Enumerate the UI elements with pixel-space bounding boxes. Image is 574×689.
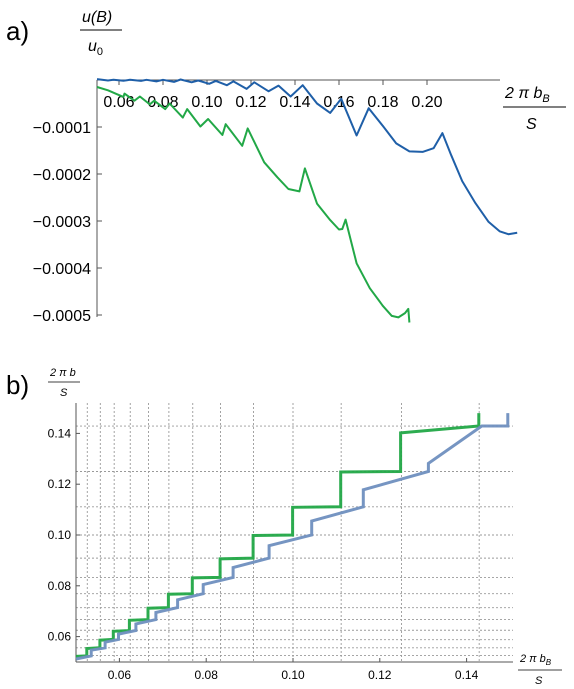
panel-b-x-tick-label: 0.10 <box>281 668 305 682</box>
panel-a-xlabel-numerator: 2 π bB <box>504 85 550 105</box>
panel-b-xlabel-num-text: 2 π b <box>519 653 546 665</box>
panel-a-ylabel-numerator: u(B) <box>82 9 112 26</box>
panel-b-ylabel-denominator: S <box>60 387 68 399</box>
panel-b-axes: 0.06 0.08 0.10 0.12 0.14 0.06 0.08 0.10 0.12 0.14 <box>48 403 513 682</box>
panel-b-y-tick-label: 0.06 <box>48 630 72 644</box>
panel-b-series-line-1 <box>75 413 481 658</box>
panel-b-y-tick-label: 0.12 <box>48 477 72 491</box>
panel-a-axes: 0.06 0.08 0.10 0.12 0.14 0.16 0.18 0.20−0.0001−… <box>33 79 500 325</box>
panel-a-y-tick-label: −0.0001 <box>33 120 91 137</box>
panel-a-y-tick-label: −0.0004 <box>33 261 91 278</box>
panel-a-label: a) <box>6 16 29 46</box>
panel-a-x-tick-label: 0.12 <box>235 94 266 111</box>
panel-b-series-line-2 <box>75 413 510 661</box>
panel-a-series <box>96 78 518 323</box>
panel-a-x-tick-label: 0.20 <box>411 94 442 111</box>
panel-a-y-tick-label: −0.0003 <box>33 214 91 231</box>
panel-b-y-tick-label: 0.10 <box>48 528 72 542</box>
panel-a-x-tick-label: 0.18 <box>367 94 398 111</box>
panel-b-x-tick-label: 0.06 <box>108 668 132 682</box>
panel-b-y-tick-label: 0.14 <box>48 426 72 440</box>
panel-a-y-tick-label: −0.0005 <box>33 308 91 325</box>
panel-a-x-tick-label: 0.14 <box>279 94 310 111</box>
panel-a-ylabel-den-sub: 0 <box>97 46 103 58</box>
panel-b-x-tick-label: 0.12 <box>368 668 392 682</box>
panel-a-x-tick-label: 0.10 <box>191 94 222 111</box>
panel-a: a) u(B) u0 0.06 0.08 0.10 0.12 0.14 0.16 0.18 0… <box>6 9 566 325</box>
panel-b-y-tick-label: 0.08 <box>48 579 72 593</box>
panel-a-ylabel-denominator: u0 <box>88 38 103 58</box>
panel-a-xlabel-num-text: 2 π b <box>504 85 543 102</box>
panel-a-xlabel-num-sub: B <box>542 93 549 105</box>
panel-b-ylabel-numerator: 2 π b <box>49 367 76 379</box>
panel-b-label: b) <box>6 370 29 400</box>
panel-b-xlabel-denominator: S <box>535 675 543 687</box>
panel-a-x-tick-label: 0.06 <box>103 94 134 111</box>
panel-b-x-tick-label: 0.08 <box>195 668 219 682</box>
panel-b-x-tick-label: 0.14 <box>455 668 479 682</box>
panel-a-y-tick-label: −0.0002 <box>33 167 91 184</box>
panel-b: b) 2 π b S 0.06 0.08 0.10 0.12 0.140.060.080… <box>6 367 562 687</box>
panel-a-series-line-1 <box>96 78 518 236</box>
panel-b-xlabel-num-sub: B <box>546 658 552 667</box>
panel-b-xlabel-numerator: 2 π bB <box>519 653 552 667</box>
panel-b-series <box>75 413 510 661</box>
panel-a-ylabel-den-text: u <box>88 38 97 55</box>
panel-a-xlabel-denominator: S <box>526 116 537 133</box>
panel-b-grid <box>76 403 513 662</box>
panel-a-series-line-2 <box>96 86 411 323</box>
panel-a-x-tick-label: 0.08 <box>147 94 178 111</box>
